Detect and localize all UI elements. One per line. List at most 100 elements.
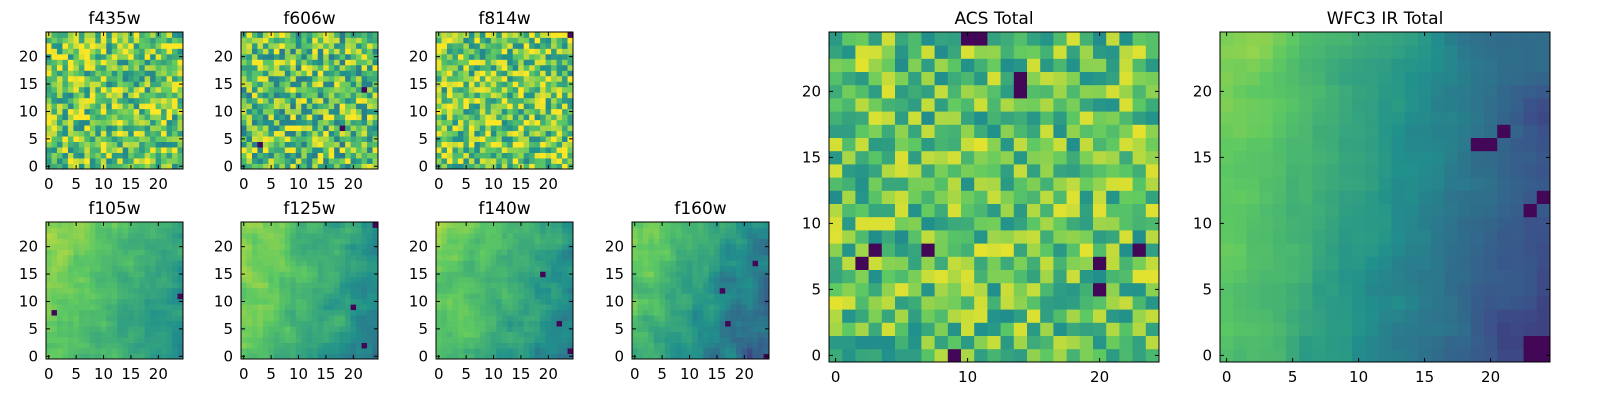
heatmap-cell (56, 119, 63, 126)
heatmap-cell (246, 37, 253, 44)
heatmap-cell (367, 37, 373, 44)
heatmap-cell (529, 227, 536, 234)
heatmap-cell (361, 75, 368, 82)
heatmap-cell (51, 293, 58, 300)
heatmap-cell (512, 276, 519, 283)
heatmap-cell (1093, 230, 1107, 244)
heatmap-cell (895, 230, 909, 244)
heatmap-cell (290, 42, 297, 49)
heatmap-cell (268, 152, 275, 159)
heatmap-cell (301, 75, 308, 82)
heatmap-cell (921, 348, 935, 363)
heatmap-cell (908, 150, 922, 165)
heatmap-cell (150, 227, 156, 234)
heatmap-cell (328, 158, 335, 164)
heatmap-cell (122, 276, 129, 283)
heatmap-cell (241, 348, 247, 354)
heatmap-cell (257, 53, 264, 60)
heatmap-cell (567, 147, 574, 153)
heatmap-cell (177, 342, 184, 349)
heatmap-cell (62, 48, 69, 55)
heatmap-cell (161, 59, 167, 66)
heatmap-cell (150, 298, 156, 305)
heatmap-cell (273, 108, 280, 115)
heatmap-cell (763, 293, 770, 300)
heatmap-cell (122, 238, 129, 245)
heatmap-cell (246, 42, 253, 49)
heatmap-cell (562, 152, 568, 159)
heatmap-cell (78, 158, 85, 164)
heatmap-cell (106, 304, 113, 311)
heatmap-cell (128, 158, 135, 164)
heatmap-cell (111, 70, 118, 77)
heatmap-cell (372, 114, 379, 121)
heatmap-cell (350, 125, 357, 132)
heatmap-cell (139, 48, 146, 55)
heatmap-cell (512, 348, 519, 354)
heatmap-cell (273, 81, 280, 88)
heatmap-cell (73, 152, 80, 159)
heatmap-cell (122, 265, 129, 272)
heatmap-cell (273, 125, 280, 132)
heatmap-cell (1027, 177, 1041, 191)
heatmap-cell (78, 337, 85, 343)
heatmap-cell (714, 337, 721, 343)
heatmap-cell (89, 53, 96, 60)
heatmap-cell (719, 287, 726, 294)
heatmap-cell (312, 243, 319, 250)
heatmap-cell (692, 331, 699, 338)
heatmap-cell (139, 276, 146, 283)
heatmap-cell (144, 86, 151, 93)
heatmap-cell (251, 42, 258, 49)
heatmap-cell (334, 298, 341, 305)
heatmap-cell (317, 315, 324, 322)
heatmap-cell (1040, 230, 1054, 244)
heatmap-cell (507, 92, 514, 99)
heatmap-cell (139, 282, 146, 289)
heatmap-cell (703, 238, 710, 245)
heatmap-cell (128, 243, 135, 250)
heatmap-cell (551, 265, 557, 272)
heatmap-cell (708, 222, 715, 228)
heatmap-cell (441, 119, 448, 126)
heatmap-cell (257, 37, 264, 44)
heatmap-cell (246, 276, 253, 283)
heatmap-cell (67, 32, 74, 38)
heatmap-cell (51, 163, 58, 170)
heatmap-cell (670, 243, 677, 250)
heatmap-cell (139, 152, 146, 159)
heatmap-cell (697, 320, 704, 327)
heatmap-cell (681, 222, 688, 228)
heatmap-cell (562, 125, 568, 132)
heatmap-cell (268, 309, 275, 316)
heatmap-cell (441, 254, 448, 261)
heatmap-cell (562, 70, 568, 77)
heatmap-cell (339, 337, 346, 343)
heatmap-cell (664, 265, 671, 272)
heatmap-cell (51, 136, 58, 142)
heatmap-cell (670, 331, 677, 338)
heatmap-cell (273, 348, 280, 354)
heatmap-cell (545, 271, 552, 278)
heatmap-cell (128, 326, 135, 332)
heatmap-cell (339, 141, 346, 148)
heatmap-cell (172, 37, 178, 44)
heatmap-cell (161, 254, 167, 261)
heatmap-cell (496, 282, 503, 289)
heatmap-cell (523, 53, 530, 60)
heatmap-cell (62, 136, 69, 142)
heatmap-cell (529, 232, 536, 239)
heatmap-cell (545, 59, 552, 66)
heatmap-cell (961, 322, 975, 336)
heatmap-cell (479, 271, 486, 278)
heatmap-cell (350, 249, 357, 256)
heatmap-cell (675, 309, 682, 316)
heatmap-cell (372, 348, 379, 354)
heatmap-cell (84, 243, 91, 250)
heatmap-cell (317, 337, 324, 343)
heatmap-cell (177, 70, 184, 77)
heatmap-cell (540, 163, 546, 170)
heatmap-cell (268, 64, 275, 71)
heatmap-cell (708, 309, 715, 316)
